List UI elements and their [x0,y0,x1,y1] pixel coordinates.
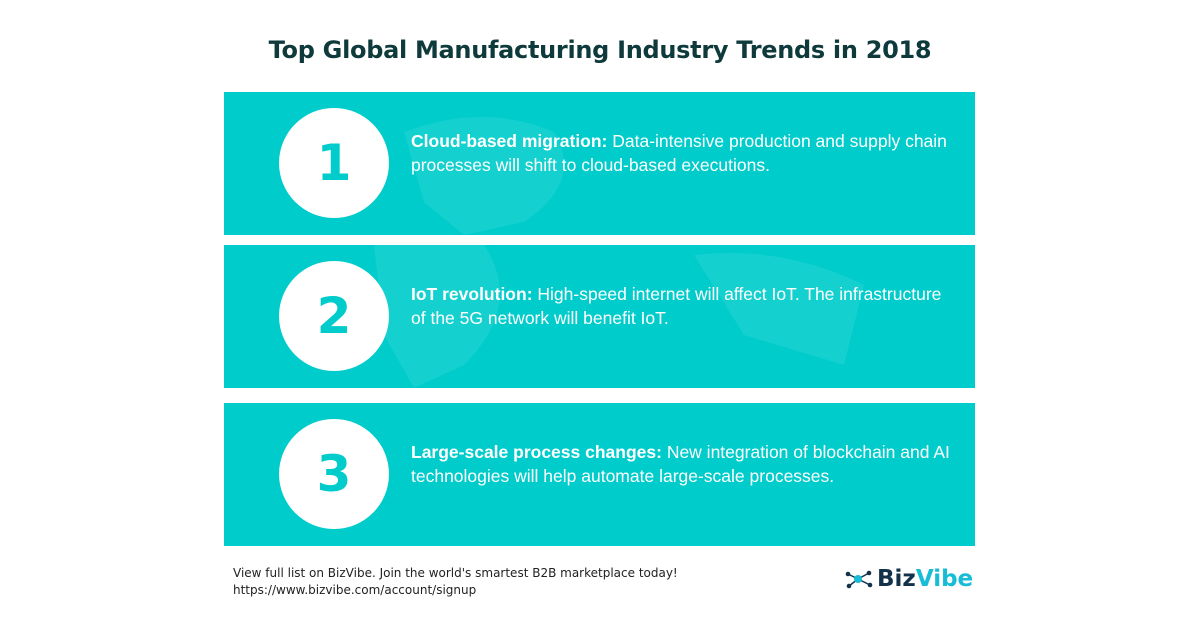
page-title: Top Global Manufacturing Industry Trends… [268,36,932,64]
trend-body: Data-intensive production and supply cha… [411,131,947,175]
trend-text: Cloud-based migration: Data-intensive pr… [411,129,951,177]
bizvibe-logo: Biz Vibe [845,566,973,592]
trend-heading: Cloud-based migration: [411,131,608,151]
trend-number-badge: 3 [279,419,389,529]
signup-link[interactable]: https://www.bizvibe.com/account/signup [233,583,477,597]
trend-text: IoT revolution: High-speed internet will… [411,282,951,330]
footer-text: View full list on BizVibe. Join the worl… [233,566,678,580]
trend-text: Large-scale process changes: New integra… [411,440,951,488]
trend-body: High-speed internet will affect IoT. The… [411,284,942,328]
logo-text-vibe: Vibe [915,566,974,592]
trend-number-badge: 2 [279,261,389,371]
world-map-background [374,245,864,388]
trend-panel-2: 2 IoT revolution: High-speed internet wi… [224,245,975,388]
trend-heading: Large-scale process changes: [411,442,662,462]
logo-text-biz: Biz [877,566,916,592]
trend-panel-1: 1 Cloud-based migration: Data-intensive … [224,92,975,235]
trend-heading: IoT revolution: [411,284,533,304]
footer-cta: View full list on BizVibe. Join the worl… [233,565,678,599]
world-map-background [404,117,564,235]
trend-number-badge: 1 [279,108,389,218]
network-nodes-icon [845,570,873,589]
trend-panel-3: 3 Large-scale process changes: New integ… [224,403,975,546]
trend-body: New integration of blockchain and AI tec… [411,442,950,486]
